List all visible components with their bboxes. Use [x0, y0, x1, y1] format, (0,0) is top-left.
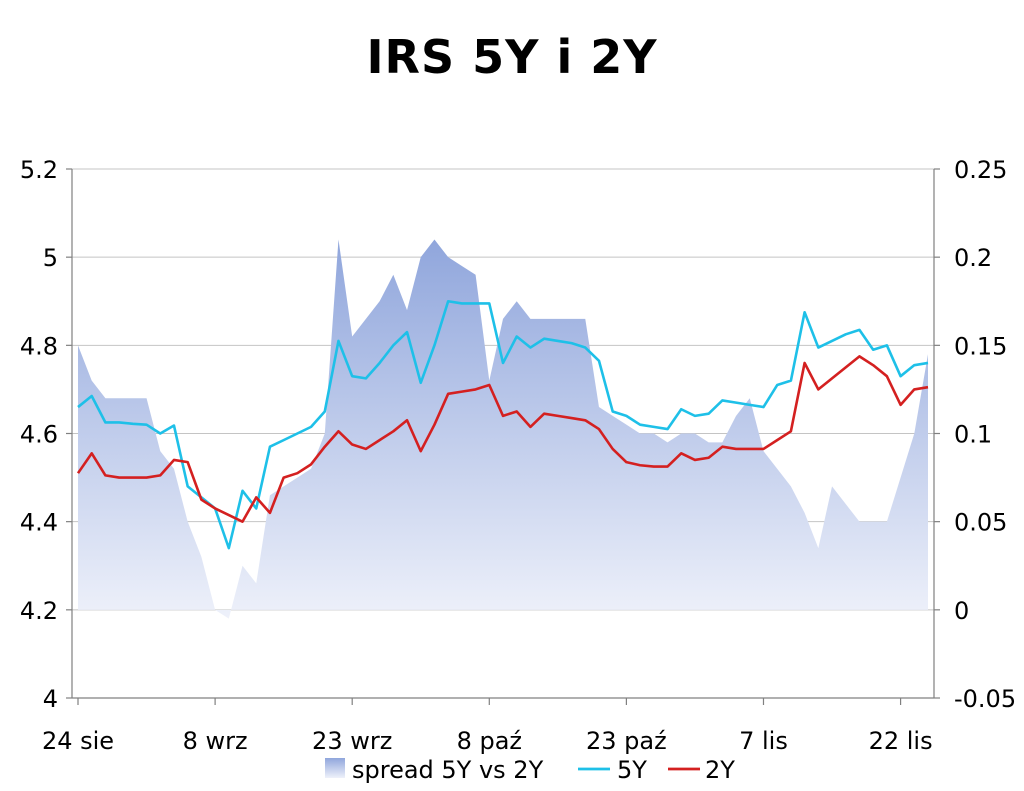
spread-area-layer	[78, 239, 928, 619]
legend-label-5y: 5Y	[617, 756, 647, 784]
x-tick-label: 22 lis	[869, 727, 933, 755]
right-tick-label: 0.05	[954, 509, 1007, 537]
legend-swatch-spread	[325, 758, 345, 778]
right-tick-label: -0.05	[954, 685, 1016, 713]
left-tick-label: 4	[43, 685, 58, 713]
left-tick-label: 4.6	[20, 421, 58, 449]
legend-label-2y: 2Y	[705, 756, 735, 784]
series-lines-layer	[76, 299, 929, 550]
x-tick-label: 24 sie	[42, 727, 114, 755]
axes	[66, 168, 940, 705]
right-tick-label: 0.25	[954, 156, 1007, 184]
x-tick-label: 23 wrz	[312, 727, 392, 755]
legend-label-spread: spread 5Y vs 2Y	[352, 756, 544, 784]
x-tick-label: 8 wrz	[183, 727, 248, 755]
x-tick-label: 8 paź	[457, 727, 522, 755]
right-tick-label: 0.2	[954, 244, 992, 272]
legend: spread 5Y vs 2Y 5Y 2Y	[325, 756, 735, 784]
series-area-spread	[78, 239, 928, 619]
left-tick-label: 4.8	[20, 332, 58, 360]
chart-title: IRS 5Y i 2Y	[366, 30, 658, 84]
right-tick-label: 0.1	[954, 421, 992, 449]
left-tick-label: 4.4	[20, 509, 58, 537]
x-tick-label: 23 paź	[586, 727, 667, 755]
right-tick-label: 0.15	[954, 332, 1007, 360]
x-tick-label: 7 lis	[739, 727, 788, 755]
series-line-2y	[76, 355, 929, 523]
left-tick-label: 5.2	[20, 156, 58, 184]
left-tick-label: 5	[43, 244, 58, 272]
left-tick-label: 4.2	[20, 597, 58, 625]
tick-labels: 4 4.2 4.4 4.6 4.8 5 5.2 -0.05 0 0.05 0.1 0.15 0.2 0.2…	[20, 156, 1016, 755]
series-line-5y	[77, 299, 929, 550]
right-tick-label: 0	[954, 597, 969, 625]
